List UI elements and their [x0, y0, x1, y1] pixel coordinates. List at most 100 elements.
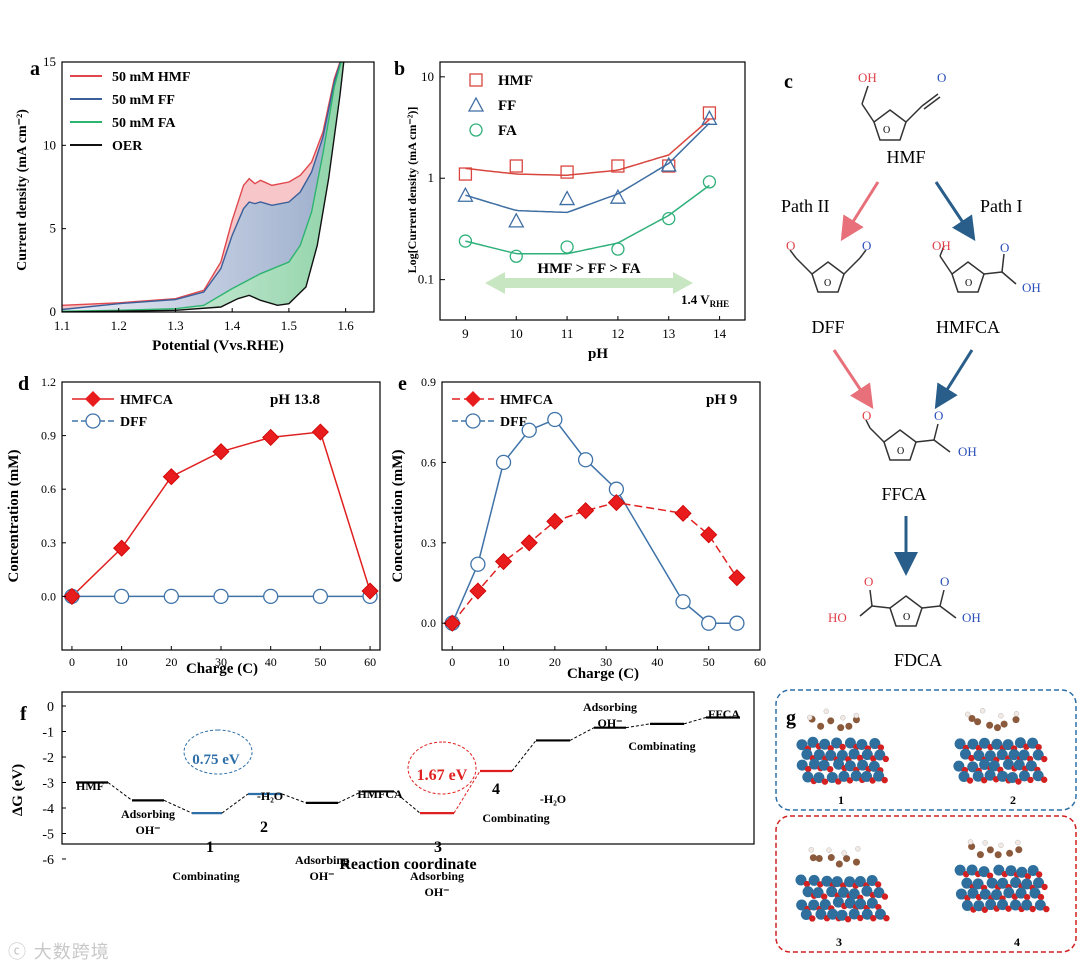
selectivity-text: HMF > FF > FA [537, 261, 640, 277]
legend-label: 50 mM FA [112, 116, 176, 131]
h-atom [826, 847, 832, 853]
co-atom [861, 885, 873, 897]
y-tick-label: -6 [42, 853, 54, 868]
x-tick-label: 11 [561, 326, 574, 341]
hmfca-oh-right: OH [1022, 280, 1041, 295]
co-atom [1010, 899, 1022, 911]
h-atom [998, 842, 1004, 849]
step-number: 3 [434, 839, 442, 856]
dff-name: DFF [811, 317, 844, 337]
dff-marker [163, 588, 179, 605]
h-atom [998, 712, 1004, 719]
h-atom [855, 846, 861, 852]
hmf-name: HMF [886, 147, 925, 167]
h-atom [840, 714, 846, 721]
co-atom [1005, 865, 1017, 877]
double-arrow-shape [485, 272, 693, 294]
x-tick-label: 1.1 [54, 318, 70, 333]
y-tick-label: -2 [42, 751, 54, 766]
co-atom [967, 887, 979, 899]
ff-marker [558, 190, 576, 206]
co-atom [1018, 749, 1030, 761]
x-tick-label: 1.3 [167, 318, 183, 333]
dff-o-left: O [786, 238, 795, 253]
legend-circle [85, 413, 101, 429]
hmfca-o-label: O [1000, 240, 1009, 255]
dff-marker [213, 588, 229, 605]
fdca-ring-o: O [903, 612, 910, 623]
panel-g-letter: g [786, 707, 796, 729]
co-atom [854, 875, 866, 887]
co-atom [1014, 737, 1026, 749]
c-atom [974, 718, 982, 726]
dff-marker [263, 588, 279, 605]
co-atom [831, 876, 843, 888]
c-atom [994, 851, 1002, 859]
co-atom [988, 760, 1000, 772]
co-atom [967, 738, 979, 750]
y-tick-label: 0.3 [41, 536, 56, 550]
panel-a-ylabel: Current density (mA cm⁻²) [15, 109, 30, 271]
ff-marker [660, 156, 677, 172]
o-atom [883, 915, 890, 922]
hmfca-ring-o: O [965, 278, 972, 289]
c-atom [809, 854, 817, 862]
o-atom [826, 766, 834, 773]
hmf-marker [702, 106, 717, 120]
o-atom [844, 915, 852, 923]
o-atom [839, 743, 846, 751]
co-atom [1002, 758, 1014, 770]
o-atom [986, 872, 994, 879]
level-label-sub: OH⁻ [597, 716, 622, 730]
co-atom [959, 748, 971, 760]
ffca-oh: OH [958, 444, 977, 459]
co-atom [848, 748, 860, 760]
c-atom [1015, 846, 1023, 854]
dff-marker [312, 588, 329, 605]
co-atom [973, 900, 985, 912]
hmf-structure [861, 85, 941, 141]
o-atom [1035, 743, 1042, 751]
co-atom [813, 772, 825, 784]
x-tick-label: 0 [449, 655, 455, 669]
panel-d-letter: d [18, 373, 29, 395]
co-atom [825, 749, 837, 761]
x-tick-label: 1.2 [111, 318, 127, 333]
o-atom [881, 776, 888, 784]
x-tick-label: 60 [364, 655, 376, 669]
fit-curve-0 [465, 118, 710, 177]
x-tick-label: 13 [662, 326, 675, 341]
h-atom [979, 707, 986, 714]
hmfca-name: HMFCA [936, 317, 1000, 337]
h-atom [823, 708, 830, 715]
legend-diamond [465, 391, 481, 407]
co-atom [800, 908, 812, 920]
co-atom [827, 908, 839, 920]
selectivity-arrow: HMF > FF > FA [485, 261, 693, 294]
co-atom [836, 749, 848, 761]
watermark: ⓒ 大数跨境 [8, 942, 110, 963]
panel-f: f 0 -1 -2 -3 -4 -5 -6 HMF Adsorbing OH⁻ Combinati… [10, 691, 755, 899]
connector [221, 793, 249, 814]
y-tick-label: -3 [42, 777, 54, 792]
hmfca-marker [546, 512, 564, 530]
hmfca-marker [469, 582, 487, 600]
x-tick-label: 50 [703, 655, 715, 669]
y-tick-label: 0.9 [421, 375, 436, 389]
hmfca-oh-left: OH [932, 238, 951, 253]
y-tick-label: 0.9 [41, 429, 56, 443]
legend-label: FA [498, 123, 517, 139]
hmfca-marker [212, 443, 230, 461]
co-atom [821, 875, 833, 887]
legend-triangle [467, 96, 485, 112]
co-atom [997, 899, 1009, 911]
fdca-o-left: O [864, 574, 873, 589]
c-atom [1006, 849, 1014, 857]
o-atom [966, 777, 974, 784]
co-atom [857, 759, 869, 771]
hmfca-marker [700, 526, 718, 544]
co-atom [861, 771, 873, 783]
path1-arrow-1 [934, 181, 976, 241]
barrier-red-bubble [407, 741, 477, 795]
